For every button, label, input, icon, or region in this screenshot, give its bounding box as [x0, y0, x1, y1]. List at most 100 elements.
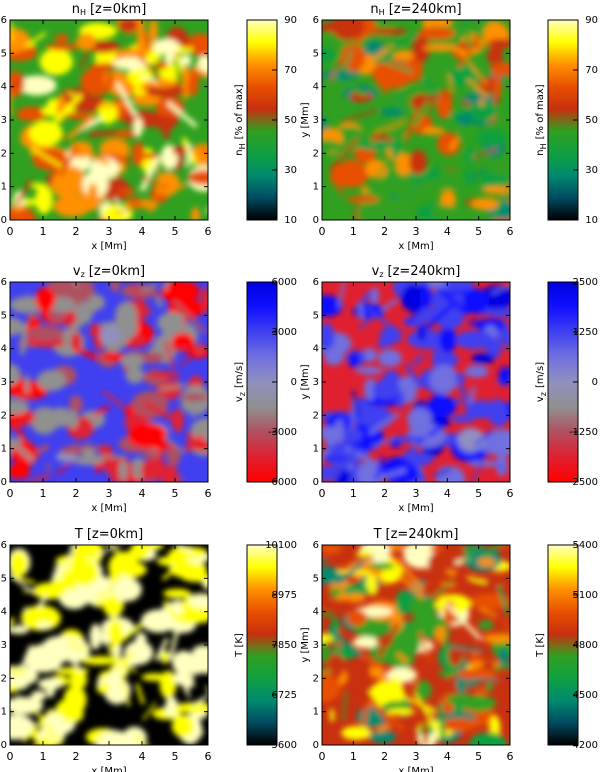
map-lane [170, 345, 190, 351]
colorbar-label-sub: z [238, 392, 247, 396]
y-tick-label: 3 [313, 640, 319, 651]
map-blob [89, 623, 102, 650]
map-lane [49, 93, 83, 128]
map-blob [37, 678, 63, 691]
map-blob [457, 668, 496, 680]
map-blob [368, 562, 395, 570]
map-blob [188, 593, 208, 609]
x-tick-label: 5 [172, 487, 179, 500]
map-blob [407, 407, 432, 432]
map-blob [334, 419, 345, 443]
map-lane [188, 730, 205, 745]
map-lane [67, 91, 79, 99]
panel-title: nH [z=0km] [72, 2, 147, 17]
y-tick-label: 1 [1, 707, 7, 718]
y-tick-label: 2 [1, 673, 7, 684]
map-blob [439, 189, 456, 210]
map-blob [429, 364, 458, 395]
map-blob [76, 33, 97, 51]
map-blob [10, 626, 30, 635]
map-blob [36, 621, 52, 630]
map-lane [95, 455, 126, 459]
map-blob [80, 67, 114, 96]
map-blob [191, 207, 201, 220]
map-lane [375, 723, 392, 733]
map-lane [375, 152, 397, 177]
panel-title-tail: [z=0km] [89, 264, 145, 279]
map-blob [181, 573, 208, 583]
x-tick-label: 0 [7, 225, 14, 238]
y-axis-label: y [Mm] [300, 102, 311, 137]
map-blob [455, 330, 494, 350]
colorbar-tick-label: 2500 [573, 277, 598, 288]
map-lane [507, 181, 510, 186]
map-lane [157, 429, 166, 465]
map-blob [180, 393, 208, 402]
y-tick-label: 2 [1, 410, 7, 421]
map-blob [412, 34, 431, 63]
colorbar-tick-label: 3000 [272, 327, 297, 338]
panel-title-main: v [372, 264, 380, 279]
map-lane [342, 108, 377, 123]
y-tick-label: 4 [1, 344, 7, 355]
map-blob [464, 365, 489, 378]
map-lane [395, 558, 425, 592]
map-blob [476, 129, 508, 146]
map-blob [387, 130, 409, 140]
map-blob [417, 27, 456, 40]
map-blob [10, 551, 28, 577]
map-blob [477, 557, 496, 567]
map-lane [36, 595, 48, 609]
x-tick-label: 1 [40, 487, 47, 500]
map-lane [116, 203, 144, 215]
map-blob [474, 688, 487, 697]
map-blob [356, 550, 373, 557]
x-axis-label: x [Mm] [398, 241, 433, 252]
map-lane [449, 644, 484, 653]
map-blob [55, 667, 89, 675]
colorbar-tick-label: 90 [585, 15, 598, 26]
map-lane [404, 363, 423, 389]
map-lane [107, 545, 123, 557]
map-blob [331, 20, 365, 41]
map-lane [408, 423, 436, 444]
map-blob [345, 593, 366, 603]
map-lane [366, 41, 397, 66]
x-tick-label: 0 [319, 487, 326, 500]
map-lane [72, 303, 100, 332]
colorbar-tick-label: -3000 [268, 427, 297, 438]
map-blob [66, 111, 91, 120]
map-blob [419, 285, 432, 308]
map-lane [10, 573, 35, 595]
map-lane [142, 701, 157, 721]
map-lane [93, 404, 110, 417]
y-tick-label: 1 [1, 444, 7, 455]
map-lane [370, 70, 389, 95]
map-lane [60, 135, 68, 140]
map-lane [378, 57, 414, 74]
map-blob [123, 110, 161, 128]
map-lane [322, 447, 331, 461]
map-blob [61, 185, 77, 215]
map-lane [470, 167, 487, 181]
colorbar-tick-label: 4500 [573, 690, 598, 701]
map-blob [464, 400, 499, 419]
map-lane [441, 629, 451, 650]
map-lane [117, 650, 135, 672]
y-tick-label: 2 [313, 410, 319, 421]
map-blob [330, 161, 370, 188]
map-lane [136, 54, 163, 81]
map-lane [327, 626, 363, 658]
map-blob [156, 380, 182, 400]
colorbar-label-sub: H [539, 143, 548, 149]
map-lane [65, 545, 75, 572]
colorbar-tick-label: 5100 [573, 590, 598, 601]
map-blob [439, 718, 478, 732]
map-blob [145, 79, 177, 88]
map-blob [482, 429, 510, 456]
map-blob [430, 205, 458, 220]
map-blob [126, 197, 141, 205]
map-lane [416, 282, 420, 286]
map-lane [365, 306, 400, 334]
map-blob [63, 685, 87, 714]
